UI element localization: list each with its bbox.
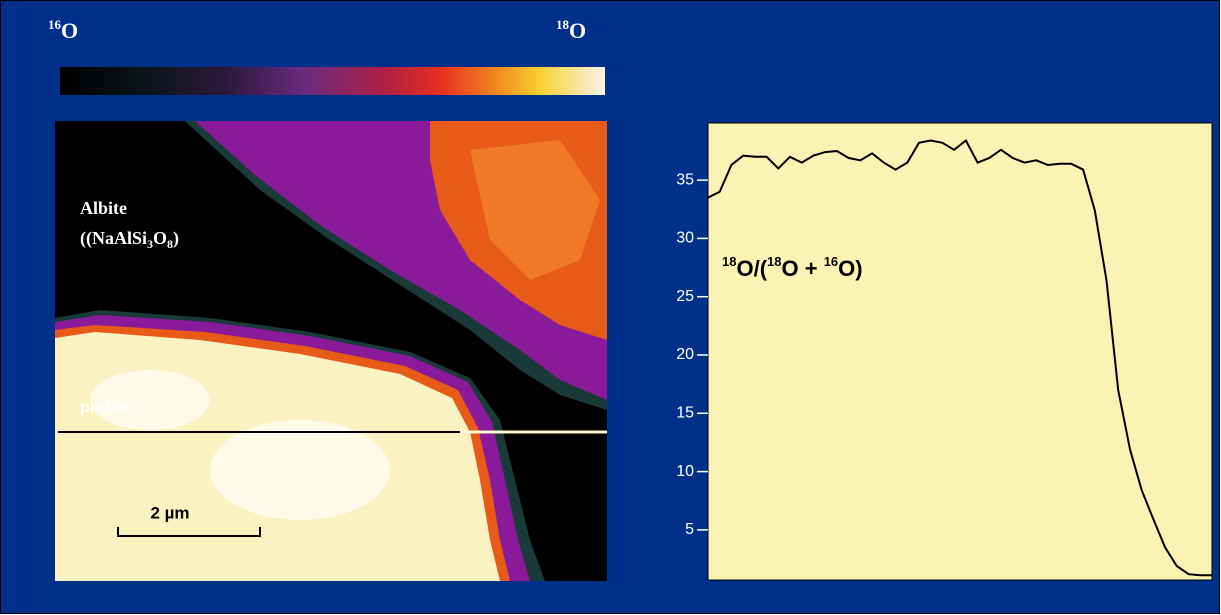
y-tick-label: 25 (676, 288, 694, 305)
mineral-formula: ((NaAlSi3O8) (80, 228, 179, 251)
profile-label: profile (80, 399, 129, 416)
colorbar-left-label: 16O (48, 17, 78, 43)
map-image (55, 121, 607, 581)
mineral-name: Albite (80, 198, 127, 218)
y-tick-label: 15 (676, 405, 694, 422)
y-tick-label: 20 (676, 346, 694, 363)
y-tick-label: 10 (676, 463, 694, 480)
y-axis-label: 18O/(18O + 16O) (722, 254, 863, 280)
y-tick-label: 5 (685, 521, 694, 538)
scale-bar-label: 2 µm (150, 503, 189, 522)
colorbar-right-label: 18O (556, 17, 586, 43)
plot-area (707, 122, 1213, 581)
y-tick-label: 35 (676, 171, 694, 188)
y-tick-label: 30 (676, 230, 694, 247)
data-line (707, 138, 1212, 577)
scale-bar (117, 527, 261, 537)
colorbar (60, 67, 605, 95)
